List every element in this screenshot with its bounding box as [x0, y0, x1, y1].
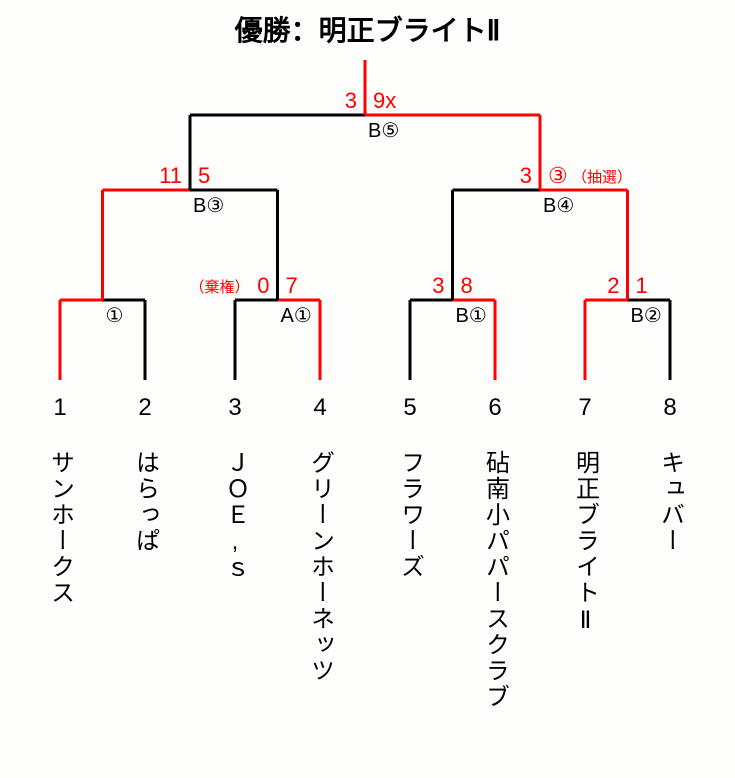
score-left-qf4: 2: [607, 273, 619, 298]
match-label-sf2: B④: [543, 195, 574, 217]
score-right-sf2: ③: [548, 163, 568, 188]
score-right-fin: 9x: [373, 88, 396, 113]
match-label-sf1: B③: [193, 195, 224, 217]
match-label-qf4: B②: [631, 305, 662, 327]
team-5: フラワーズ: [397, 450, 424, 580]
match-label-fin: B⑤: [368, 120, 399, 142]
match-label-qf3: B①: [456, 305, 487, 327]
team-1: サンホークス: [47, 450, 74, 606]
score-right-qf3: 8: [461, 273, 473, 298]
team-4: グリーンホーネッツ: [307, 450, 334, 684]
match-label-qf2: A①: [281, 305, 312, 327]
score-left-sf1: 11: [159, 163, 182, 188]
seed-1: 1: [53, 394, 66, 421]
team-3: ＪＯＥ,ｓ: [222, 450, 249, 583]
seed-3: 3: [228, 394, 241, 421]
score-right-qf2: 7: [286, 273, 298, 298]
match-label-qf1: ①: [106, 305, 124, 327]
seed-7: 7: [578, 394, 591, 421]
note-left-qf2: （棄権）: [189, 278, 249, 296]
team-7: 明正ブライトⅡ: [572, 450, 599, 636]
champion-title: 優勝：明正ブライトⅡ: [234, 14, 501, 46]
score-right-sf1: 5: [198, 163, 210, 188]
note-right-sf2: （抽選）: [572, 169, 632, 186]
score-left-qf3: 3: [432, 273, 444, 298]
score-left-fin: 3: [345, 88, 357, 113]
seed-8: 8: [663, 394, 676, 421]
seed-6: 6: [488, 394, 501, 421]
score-right-qf4: 1: [636, 273, 648, 298]
seed-2: 2: [138, 394, 151, 421]
score-left-qf2: 0: [257, 273, 269, 298]
tournament-bracket: 優勝：明正ブライトⅡ 1 サンホークス 2 はらっぱ 3 ＪＯＥ,ｓ 4 グリーンホーネッツ 5 フ…: [0, 0, 735, 778]
seed-4: 4: [313, 394, 326, 421]
score-left-sf2: 3: [520, 163, 532, 188]
seed-5: 5: [403, 394, 416, 421]
team-6: 砧南小パパースクラブ: [482, 450, 510, 710]
team-8: キュバー: [657, 450, 684, 554]
team-2: はらっぱ: [132, 450, 159, 554]
